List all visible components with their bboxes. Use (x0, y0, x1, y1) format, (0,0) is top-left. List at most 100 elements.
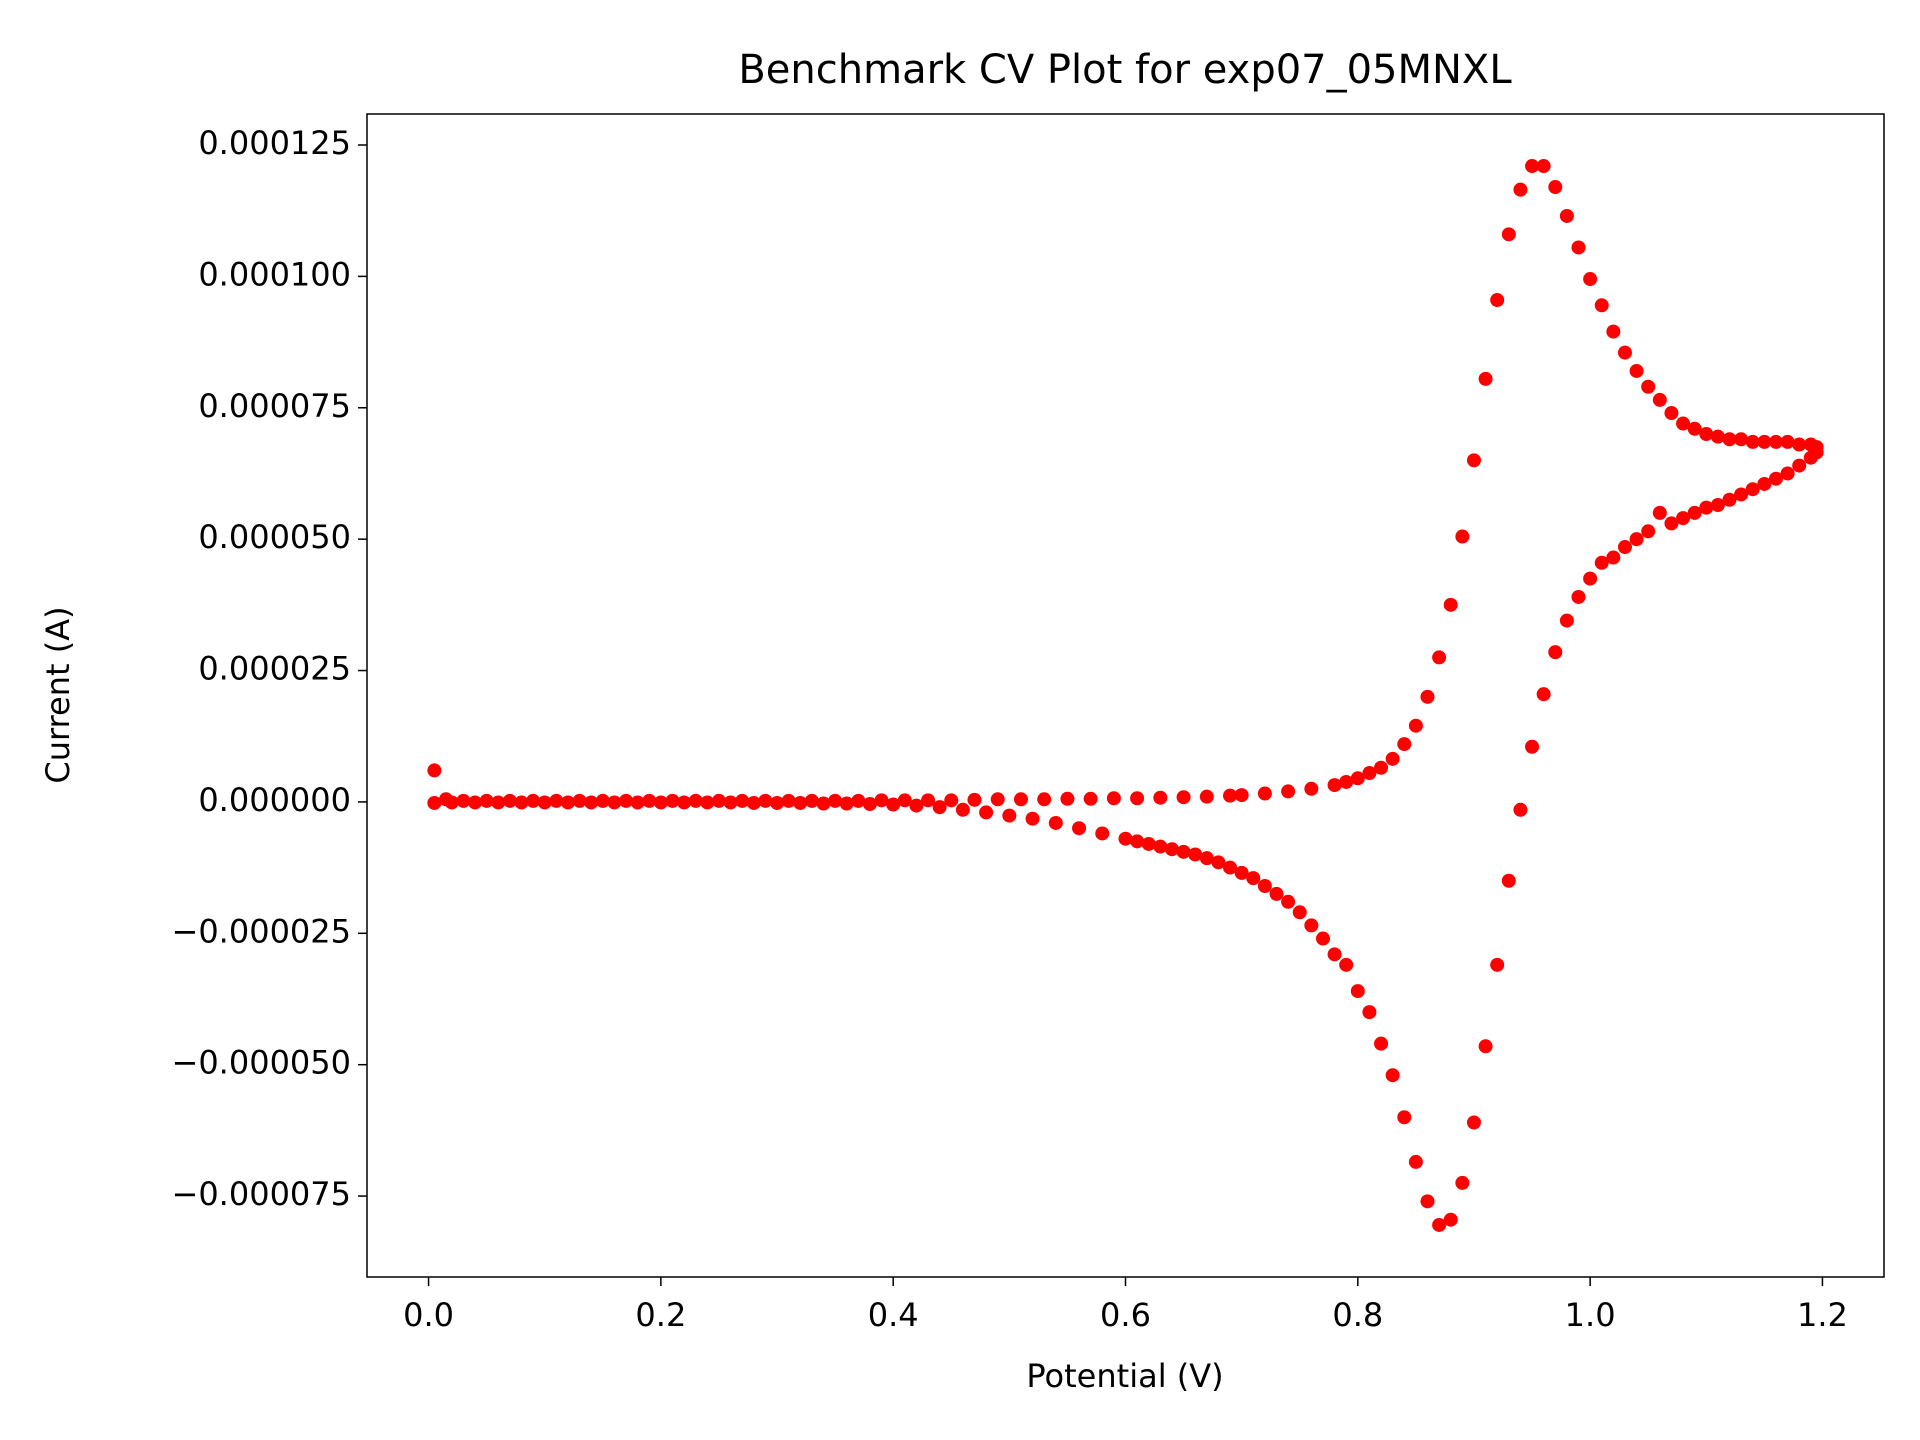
data-point (1385, 1068, 1400, 1083)
data-point (1025, 811, 1040, 826)
data-point (1594, 298, 1609, 313)
data-point (1199, 851, 1214, 866)
data-point (793, 795, 808, 810)
data-point (1641, 524, 1656, 539)
data-point (479, 793, 494, 808)
data-point (1130, 791, 1145, 806)
data-point (514, 795, 529, 810)
data-point (1617, 345, 1632, 360)
data-point (723, 795, 738, 810)
data-point (1792, 437, 1807, 452)
data-point (1664, 406, 1679, 421)
data-point (1606, 550, 1621, 565)
data-point (537, 795, 552, 810)
data-point (1037, 792, 1052, 807)
data-point (642, 793, 657, 808)
data-point (1292, 905, 1307, 920)
data-point (1629, 363, 1644, 378)
data-point (1548, 645, 1563, 660)
data-point (1768, 434, 1783, 449)
data-point (1757, 434, 1772, 449)
data-point (1223, 788, 1238, 803)
data-point (944, 793, 959, 808)
data-point (1153, 790, 1168, 805)
data-point (955, 802, 970, 817)
data-point (1223, 860, 1238, 875)
data-point (886, 797, 901, 812)
data-point (595, 793, 610, 808)
data-point (1455, 529, 1470, 544)
data-point (1768, 471, 1783, 486)
data-point (607, 795, 622, 810)
data-point (1234, 788, 1249, 803)
data-point (1141, 836, 1156, 851)
data-point (1617, 540, 1632, 555)
data-point (1466, 453, 1481, 468)
x-tick-label: 0.8 (1332, 1296, 1383, 1334)
data-point (653, 795, 668, 810)
data-point (491, 795, 506, 810)
y-tick-label: 0.000100 (198, 255, 351, 293)
y-axis-label: Current (A) (39, 606, 77, 783)
data-point (1490, 293, 1505, 308)
data-point (1559, 613, 1574, 628)
data-point (1130, 834, 1145, 849)
data-point (1095, 826, 1110, 841)
data-point (1315, 931, 1330, 946)
data-point (1420, 689, 1435, 704)
data-point (1164, 842, 1179, 857)
data-point (1559, 208, 1574, 223)
data-point (468, 795, 483, 810)
data-point (1281, 894, 1296, 909)
data-point (1699, 427, 1714, 442)
data-point (967, 792, 982, 807)
data-point (560, 795, 575, 810)
data-point (1629, 532, 1644, 547)
data-point (1153, 839, 1168, 854)
data-point (427, 763, 442, 778)
data-point (1792, 458, 1807, 473)
data-point (700, 795, 715, 810)
data-point (1362, 1005, 1377, 1020)
data-point (990, 792, 1005, 807)
data-point (1710, 429, 1725, 444)
data-point (1350, 771, 1365, 786)
data-point (1339, 957, 1354, 972)
data-point (619, 793, 634, 808)
data-point (1536, 159, 1551, 174)
y-tick-label: −0.000075 (172, 1175, 352, 1213)
data-point (1513, 802, 1528, 817)
data-point (1513, 182, 1528, 197)
data-point (932, 800, 947, 815)
data-point (1397, 737, 1412, 752)
x-tick-label: 0.2 (635, 1296, 686, 1334)
data-point (688, 793, 703, 808)
data-point (1176, 844, 1191, 859)
data-point (1432, 650, 1447, 665)
data-point (781, 793, 796, 808)
data-point (1734, 432, 1749, 447)
data-point (1106, 791, 1121, 806)
y-tick-label: 0.000000 (198, 781, 351, 819)
data-point (770, 795, 785, 810)
data-point (1664, 516, 1679, 531)
data-point (1571, 240, 1586, 255)
data-point (711, 793, 726, 808)
data-point (1257, 879, 1272, 894)
x-tick-label: 0.0 (403, 1296, 454, 1334)
data-point (1780, 466, 1795, 481)
data-point (816, 796, 831, 811)
data-point (1188, 847, 1203, 862)
data-point (1780, 434, 1795, 449)
data-point (1722, 492, 1737, 507)
data-point (456, 793, 471, 808)
data-point (1501, 227, 1516, 242)
data-point (1687, 421, 1702, 436)
data-point (1548, 180, 1563, 195)
data-point (1443, 1212, 1458, 1227)
data-point (1246, 871, 1261, 886)
y-tick-label: 0.000025 (198, 650, 351, 688)
data-point (630, 795, 645, 810)
data-point (677, 795, 692, 810)
